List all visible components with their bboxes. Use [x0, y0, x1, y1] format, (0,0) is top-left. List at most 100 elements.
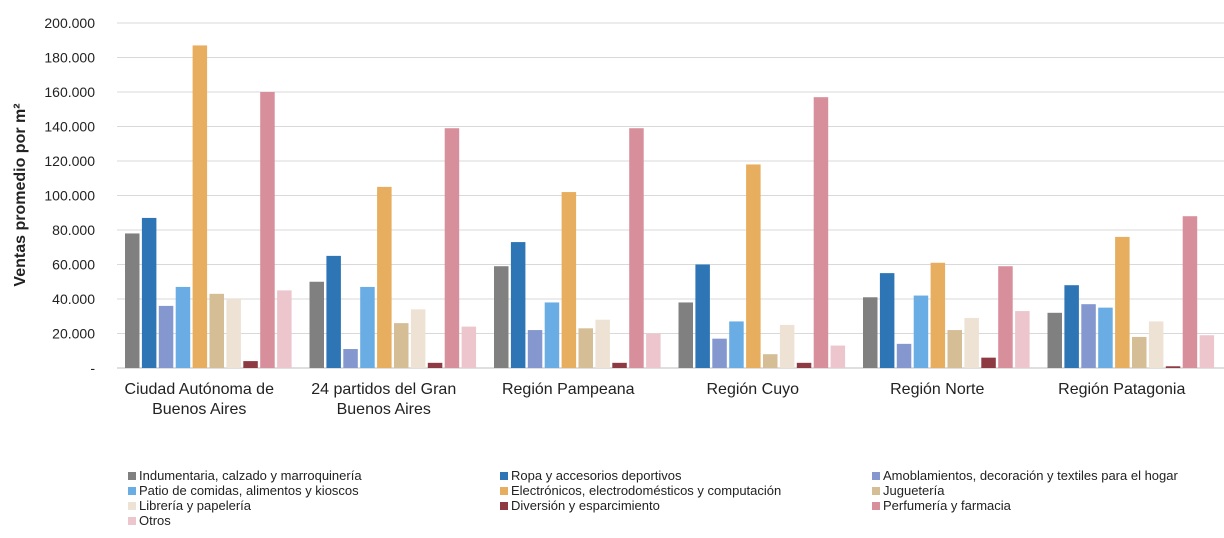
category-label: Región Pampeana: [502, 381, 635, 398]
bar: [879, 273, 895, 368]
bar: [678, 302, 693, 368]
legend-item: Juguetería: [872, 483, 945, 498]
bar: [1081, 304, 1096, 368]
legend-swatch: [500, 472, 508, 480]
legend-label: Electrónicos, electrodomésticos y comput…: [511, 483, 781, 498]
y-tick-label: 160.000: [44, 84, 95, 100]
bar: [1148, 321, 1164, 368]
legend-label: Perfumería y farmacia: [883, 498, 1012, 513]
category-label: 24 partidos del Gran: [311, 381, 456, 398]
bar: [930, 262, 946, 368]
bar: [343, 349, 358, 368]
legend-item: Indumentaria, calzado y marroquinería: [128, 468, 362, 483]
bar: [1064, 285, 1079, 368]
bar: [377, 186, 392, 368]
legend-label: Patio de comidas, alimentos y kioscos: [139, 483, 359, 498]
y-tick-label: 40.000: [52, 291, 95, 307]
legend-item: Perfumería y farmacia: [872, 498, 1012, 513]
y-axis-title: Ventas promedio por m²: [12, 103, 29, 286]
bar: [796, 362, 812, 368]
bar: [629, 128, 644, 368]
y-tick-label: 140.000: [44, 119, 95, 135]
bar: [277, 290, 292, 368]
bar: [964, 317, 979, 368]
bar: [1182, 216, 1198, 368]
bar: [226, 299, 241, 368]
legend-swatch: [872, 487, 880, 495]
y-tick-label: 80.000: [52, 222, 95, 238]
category-label: Buenos Aires: [152, 401, 246, 418]
bar: [394, 323, 409, 368]
bar: [125, 233, 140, 368]
x-axis-category-labels: Ciudad Autónoma de Buenos Aires 24 partido…: [125, 381, 1186, 418]
bar: [1015, 311, 1030, 368]
bar: [863, 297, 878, 368]
legend-swatch: [872, 502, 880, 510]
y-tick-label: 100.000: [44, 188, 95, 204]
legend-item: Librería y papelería: [128, 498, 252, 513]
bar: [712, 338, 727, 368]
bar: [1115, 236, 1130, 368]
bar: [763, 354, 778, 368]
bar: [729, 321, 744, 368]
legend-label: Amoblamientos, decoración y textiles par…: [883, 468, 1178, 483]
bar: [998, 266, 1013, 368]
bar: [1047, 312, 1062, 368]
category-label: Región Cuyo: [707, 381, 800, 398]
legend-item: Otros: [128, 513, 171, 528]
bar: [544, 302, 560, 368]
bar: [175, 286, 191, 368]
bar: [309, 281, 324, 368]
legend-swatch: [128, 487, 136, 495]
bar: [813, 97, 829, 369]
legend-swatch: [128, 472, 136, 480]
y-tick-label: 200.000: [44, 15, 95, 31]
bar: [494, 266, 509, 368]
legend-item: Electrónicos, electrodomésticos y comput…: [500, 483, 781, 498]
legend-label: Otros: [139, 513, 171, 528]
y-tick-label: 120.000: [44, 153, 95, 169]
category-label: Región Norte: [890, 381, 984, 398]
y-axis-ticks: - 20.000 40.000 60.000 80.000 100.000 120.000 1…: [44, 15, 95, 376]
bar: [896, 343, 912, 368]
bar: [209, 293, 224, 368]
legend-label: Indumentaria, calzado y marroquinería: [139, 468, 362, 483]
bar: [981, 357, 996, 368]
bar: [612, 362, 627, 368]
y-tick-label: 20.000: [52, 326, 95, 342]
bar: [779, 324, 795, 368]
legend-swatch: [500, 487, 508, 495]
bar: [746, 164, 761, 368]
bar: [243, 361, 258, 368]
legend-swatch: [128, 502, 136, 510]
bar: [326, 255, 341, 368]
bar: [561, 192, 577, 368]
bar: [527, 330, 543, 368]
bar: [1098, 307, 1113, 368]
bar: [510, 242, 526, 368]
legend-label: Juguetería: [883, 483, 945, 498]
bar: [595, 319, 610, 368]
legend-swatch: [872, 472, 880, 480]
bars: [125, 45, 1215, 369]
legend-item: Amoblamientos, decoración y textiles par…: [872, 468, 1178, 483]
legend-label: Ropa y accesorios deportivos: [511, 468, 682, 483]
bar: [360, 286, 375, 368]
legend: Indumentaria, calzado y marroquinería Rop…: [128, 468, 1178, 528]
bar: [410, 309, 426, 368]
category-label: Región Patagonia: [1058, 381, 1185, 398]
bar: [192, 45, 208, 369]
legend-item: Ropa y accesorios deportivos: [500, 468, 682, 483]
legend-swatch: [128, 517, 136, 525]
category-label: Buenos Aires: [337, 401, 431, 418]
bar: [947, 330, 962, 368]
legend-swatch: [500, 502, 508, 510]
bar: [260, 92, 275, 368]
legend-label: Diversión y esparcimiento: [511, 498, 660, 513]
y-tick-label: 180.000: [44, 50, 95, 66]
bar: [427, 362, 443, 368]
bar: [461, 326, 477, 368]
bar: [444, 128, 460, 368]
